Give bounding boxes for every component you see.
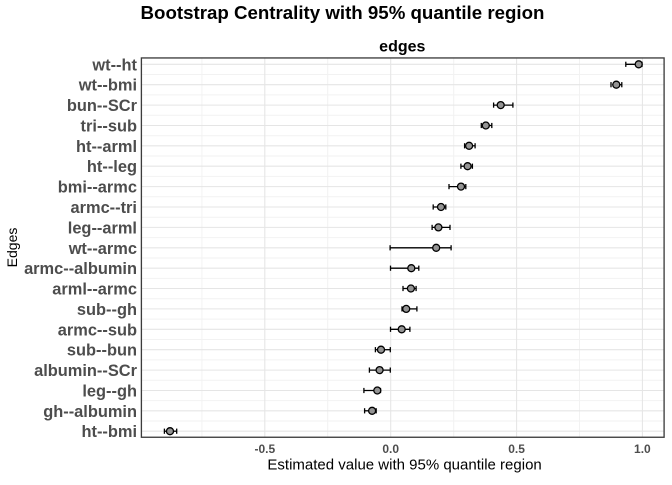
svg-text:Bootstrap Centrality with 95%: Bootstrap Centrality with 95% quantile r… [141,2,545,23]
svg-text:wt--ht: wt--ht [91,56,137,74]
svg-text:armc--tri: armc--tri [71,199,138,217]
svg-text:bun--SCr: bun--SCr [67,97,138,115]
svg-text:arml--armc: arml--armc [52,281,137,299]
svg-text:wt--bmi: wt--bmi [78,77,137,95]
svg-text:0.5: 0.5 [508,442,525,456]
svg-text:tri--sub: tri--sub [81,118,137,136]
svg-text:armc--sub: armc--sub [58,321,137,339]
svg-text:gh--albumin: gh--albumin [43,403,137,421]
svg-text:ht--leg: ht--leg [87,158,137,176]
svg-text:Estimated value with 95% quant: Estimated value with 95% quantile region [267,457,541,474]
svg-text:sub--bun: sub--bun [67,342,137,360]
svg-text:bmi--armc: bmi--armc [58,179,137,197]
svg-text:0.0: 0.0 [382,442,399,456]
svg-text:ht--bmi: ht--bmi [81,423,137,441]
svg-text:leg--gh: leg--gh [82,383,137,401]
svg-text:edges: edges [379,38,425,55]
svg-text:ht--arml: ht--arml [76,138,137,156]
svg-text:leg--arml: leg--arml [68,219,137,237]
svg-text:wt--armc: wt--armc [68,240,137,258]
svg-text:-0.5: -0.5 [254,442,275,456]
svg-text:armc--albumin: armc--albumin [24,260,137,278]
svg-text:albumin--SCr: albumin--SCr [34,362,138,380]
svg-text:Edges: Edges [4,228,20,268]
svg-text:sub--gh: sub--gh [77,301,137,319]
svg-text:1.0: 1.0 [634,442,651,456]
